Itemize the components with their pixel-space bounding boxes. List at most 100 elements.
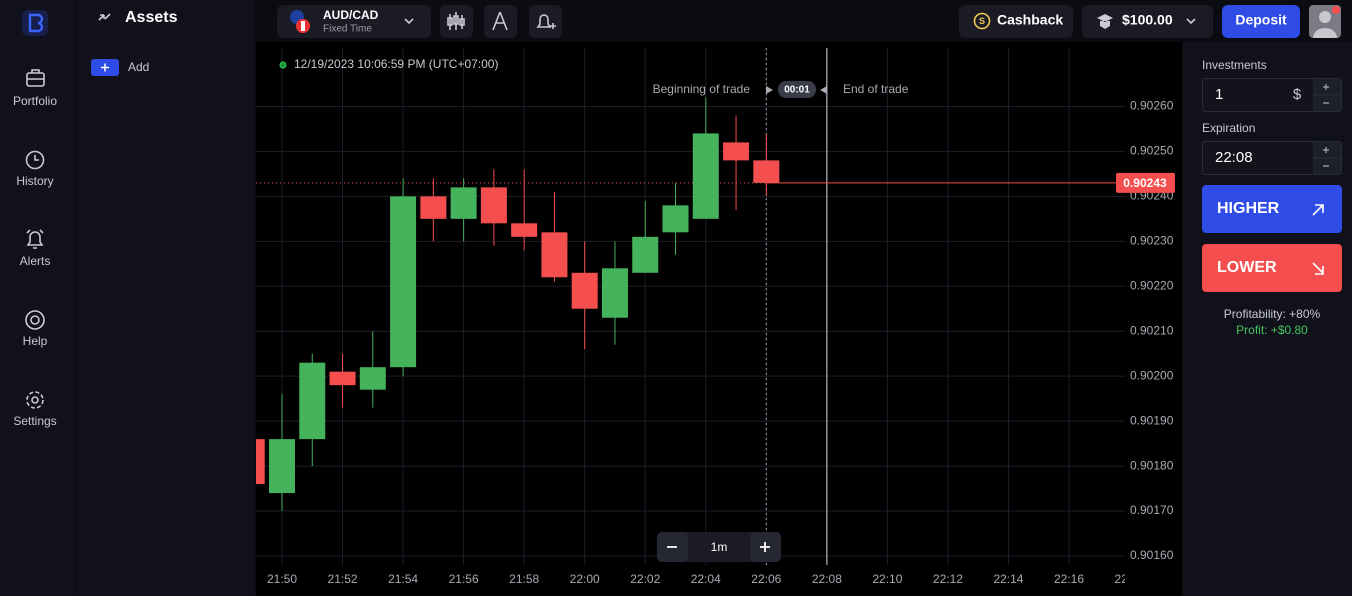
begin-trade-label: Beginning of trade bbox=[653, 82, 751, 96]
expiration-label: Expiration bbox=[1202, 121, 1255, 135]
y-tick-label: 0.90250 bbox=[1130, 144, 1174, 158]
timer: 00:01 bbox=[784, 85, 810, 96]
x-tick-label: 22:12 bbox=[933, 572, 963, 586]
deposit-button[interactable]: Deposit bbox=[1222, 5, 1300, 38]
expiration-input[interactable]: 22:08 bbox=[1202, 141, 1342, 175]
lower-label: LOWER bbox=[1217, 259, 1277, 276]
x-tick-label: 22:06 bbox=[751, 572, 781, 586]
nav-label: Alerts bbox=[20, 254, 51, 268]
avatar[interactable] bbox=[1309, 5, 1341, 38]
price-badge bbox=[1116, 172, 1175, 193]
timestamp: 12/19/2023 10:06:59 PM (UTC+07:00) bbox=[294, 57, 498, 71]
timeframe-control: 1m bbox=[657, 532, 781, 562]
x-tick-label: 22:16 bbox=[1054, 572, 1084, 586]
nav-history[interactable]: History bbox=[16, 150, 54, 189]
candle-body bbox=[450, 187, 477, 219]
candle-body bbox=[329, 371, 356, 386]
candle-body bbox=[420, 196, 447, 219]
x-tick-label: 22:10 bbox=[872, 572, 902, 586]
nav-label: History bbox=[16, 174, 53, 188]
pair-selector[interactable]: AUD/CAD Fixed Time bbox=[277, 5, 431, 38]
y-tick-label: 0.90190 bbox=[1130, 413, 1174, 427]
candle-body bbox=[541, 232, 568, 278]
cashback-label: Cashback bbox=[997, 12, 1063, 28]
candle-body bbox=[723, 142, 750, 161]
nav-label: Portfolio bbox=[13, 94, 57, 108]
higher-button[interactable]: HIGHER bbox=[1202, 185, 1342, 233]
arrow bbox=[820, 86, 827, 94]
indicators-button[interactable] bbox=[440, 5, 473, 38]
assets-panel bbox=[76, 0, 255, 596]
timer-pill bbox=[778, 81, 816, 98]
x-tick-label: 21:56 bbox=[449, 572, 479, 586]
arrow bbox=[766, 86, 773, 94]
nav-label: Settings bbox=[13, 414, 56, 428]
investments-label: Investments bbox=[1202, 58, 1267, 72]
y-tick-label: 0.90180 bbox=[1130, 458, 1174, 472]
deposit-label: Deposit bbox=[1235, 12, 1287, 28]
price-axis: 0.90160 0.90170 0.90180 0.90190 0.90200 0.902… bbox=[1116, 99, 1175, 562]
x-tick-label: 22:14 bbox=[993, 572, 1023, 586]
y-tick-label: 0.90160 bbox=[1130, 548, 1174, 562]
x-tick-label: 22:18 bbox=[1115, 572, 1145, 586]
nav-settings[interactable]: Settings bbox=[13, 391, 57, 428]
sidebar bbox=[0, 0, 75, 596]
x-tick-label: 21:54 bbox=[388, 572, 418, 586]
candle-body bbox=[480, 187, 507, 224]
alert-button[interactable] bbox=[529, 5, 562, 38]
assets-title: Assets bbox=[125, 9, 178, 26]
end-trade-label: End of trade bbox=[843, 82, 909, 96]
svg-text:S: S bbox=[979, 16, 985, 26]
lower-button[interactable]: LOWER bbox=[1202, 244, 1342, 292]
drawing-button[interactable] bbox=[484, 5, 517, 38]
pair-mode: Fixed Time bbox=[323, 24, 372, 35]
currency: $ bbox=[1293, 86, 1302, 103]
balance: $100.00 bbox=[1122, 12, 1173, 28]
y-tick-label: 0.90200 bbox=[1130, 368, 1174, 382]
investment-input[interactable]: 1 $ bbox=[1202, 78, 1342, 112]
logo[interactable] bbox=[22, 10, 48, 36]
profitability: Profitability: +80% bbox=[1224, 307, 1321, 321]
add-label: Add bbox=[128, 60, 149, 74]
investment-amount: 1 bbox=[1215, 86, 1223, 103]
nav-label: Help bbox=[23, 334, 48, 348]
candle-body bbox=[256, 439, 265, 485]
cashback-button[interactable]: S Cashback bbox=[959, 5, 1073, 38]
x-tick-label: 22:02 bbox=[630, 572, 660, 586]
timezone: (UTC+07:00) bbox=[429, 57, 499, 71]
y-tick-label: 0.90210 bbox=[1130, 323, 1174, 337]
x-tick-label: 22:08 bbox=[812, 572, 842, 586]
candle-body bbox=[632, 236, 659, 273]
price-badge-label: 0.90243 bbox=[1123, 176, 1167, 190]
profit: Profit: +$0.80 bbox=[1236, 323, 1308, 337]
y-tick-label: 0.90220 bbox=[1130, 278, 1174, 292]
pair-name: AUD/CAD bbox=[323, 8, 379, 22]
x-tick-label: 21:58 bbox=[509, 572, 539, 586]
chart: 21:50 21:52 21:54 21:56 21:58 22:00 22:02 22:04… bbox=[256, 48, 1145, 586]
candle-body bbox=[299, 362, 326, 440]
candle-body bbox=[571, 272, 598, 309]
nav-portfolio[interactable]: Portfolio bbox=[13, 69, 57, 108]
candle-body bbox=[390, 196, 417, 368]
live-dot bbox=[279, 61, 287, 69]
candle-body bbox=[601, 268, 628, 318]
expiration-time: 22:08 bbox=[1215, 149, 1253, 166]
candle-body bbox=[511, 223, 538, 237]
candle-body bbox=[692, 133, 719, 219]
y-tick-label: 0.90260 bbox=[1130, 99, 1174, 113]
candle-body bbox=[269, 439, 295, 494]
trade-panel bbox=[1183, 42, 1352, 596]
candle-body bbox=[359, 367, 386, 390]
x-tick-label: 21:50 bbox=[267, 572, 297, 586]
timestamp-time: 12/19/2023 10:06:59 PM bbox=[294, 57, 425, 71]
timeframe[interactable]: 1m bbox=[711, 540, 728, 554]
nav-alerts[interactable]: Alerts bbox=[20, 229, 51, 268]
x-tick-label: 22:00 bbox=[570, 572, 600, 586]
balance-selector[interactable]: $100.00 bbox=[1082, 5, 1213, 38]
collapse-icon[interactable] bbox=[98, 13, 111, 21]
x-tick-label: 21:52 bbox=[328, 572, 358, 586]
nav-help[interactable]: Help bbox=[23, 310, 48, 348]
add-button[interactable]: Add bbox=[91, 59, 149, 76]
y-tick-label: 0.90170 bbox=[1130, 503, 1174, 517]
